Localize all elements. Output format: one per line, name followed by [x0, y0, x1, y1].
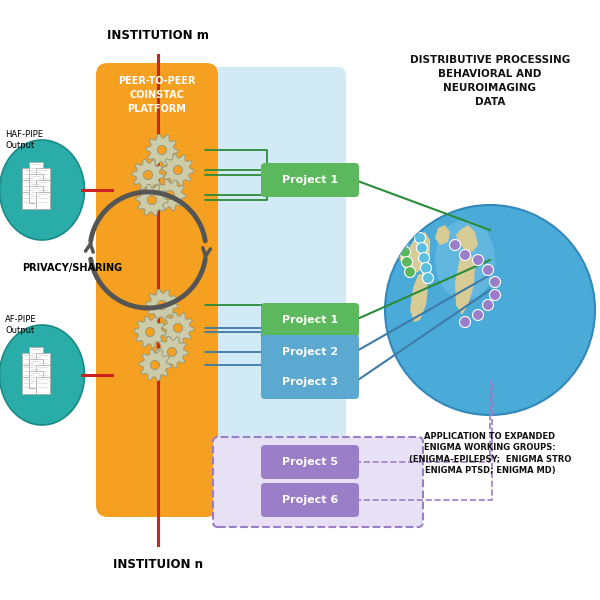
Text: INSTITUION n: INSTITUION n: [113, 558, 203, 571]
Circle shape: [422, 272, 433, 283]
Circle shape: [482, 265, 493, 275]
FancyBboxPatch shape: [190, 67, 346, 513]
Circle shape: [148, 196, 157, 205]
Text: PRIVACY/SHARING: PRIVACY/SHARING: [22, 263, 122, 273]
Circle shape: [157, 301, 167, 310]
FancyBboxPatch shape: [96, 63, 218, 517]
Circle shape: [145, 328, 155, 337]
Circle shape: [167, 347, 176, 356]
Circle shape: [473, 310, 484, 320]
Text: Project 1: Project 1: [282, 315, 338, 325]
Polygon shape: [146, 289, 178, 321]
Circle shape: [400, 247, 410, 257]
Polygon shape: [456, 225, 478, 252]
Circle shape: [404, 266, 415, 277]
Polygon shape: [156, 336, 188, 368]
Circle shape: [421, 263, 431, 274]
FancyBboxPatch shape: [22, 364, 35, 382]
Text: DISTRIBUTIVE PROCESSING
BEHAVIORAL AND
NEUROIMAGING
DATA: DISTRIBUTIVE PROCESSING BEHAVIORAL AND N…: [410, 55, 570, 107]
Polygon shape: [139, 349, 171, 381]
FancyBboxPatch shape: [35, 179, 49, 196]
FancyBboxPatch shape: [22, 377, 35, 394]
Circle shape: [401, 257, 413, 268]
Circle shape: [473, 254, 484, 265]
FancyBboxPatch shape: [29, 370, 43, 388]
Text: Project 2: Project 2: [282, 347, 338, 357]
Circle shape: [490, 277, 500, 287]
FancyBboxPatch shape: [35, 364, 49, 382]
Circle shape: [166, 190, 175, 200]
FancyBboxPatch shape: [261, 303, 359, 337]
FancyBboxPatch shape: [29, 161, 43, 179]
Polygon shape: [146, 134, 178, 166]
Circle shape: [482, 299, 493, 311]
Circle shape: [173, 166, 182, 175]
Text: Project 5: Project 5: [282, 457, 338, 467]
Ellipse shape: [435, 220, 495, 300]
Circle shape: [173, 323, 182, 332]
FancyBboxPatch shape: [22, 191, 35, 208]
Polygon shape: [162, 154, 194, 186]
Circle shape: [151, 361, 160, 370]
FancyBboxPatch shape: [29, 173, 43, 191]
Ellipse shape: [0, 325, 85, 425]
Circle shape: [415, 232, 425, 244]
FancyBboxPatch shape: [261, 163, 359, 197]
Circle shape: [143, 170, 152, 179]
Polygon shape: [398, 232, 430, 275]
Text: AF-PIPE
Output: AF-PIPE Output: [5, 315, 37, 335]
FancyBboxPatch shape: [213, 437, 423, 527]
FancyBboxPatch shape: [35, 167, 49, 185]
FancyBboxPatch shape: [35, 191, 49, 208]
Text: PEER-TO-PEER
COINSTAC
PLATFORM: PEER-TO-PEER COINSTAC PLATFORM: [118, 76, 196, 114]
Text: HAF-PIPE
Output: HAF-PIPE Output: [5, 130, 43, 150]
FancyBboxPatch shape: [22, 167, 35, 185]
Circle shape: [419, 253, 430, 263]
FancyBboxPatch shape: [22, 352, 35, 370]
FancyBboxPatch shape: [261, 483, 359, 517]
Polygon shape: [134, 316, 166, 348]
Polygon shape: [154, 179, 186, 211]
FancyBboxPatch shape: [22, 179, 35, 196]
Polygon shape: [162, 312, 194, 344]
Polygon shape: [435, 225, 450, 245]
Polygon shape: [455, 252, 475, 315]
Polygon shape: [132, 159, 164, 191]
Circle shape: [385, 205, 595, 415]
Circle shape: [460, 317, 470, 328]
FancyBboxPatch shape: [29, 358, 43, 376]
FancyBboxPatch shape: [261, 445, 359, 479]
Ellipse shape: [0, 140, 85, 240]
FancyBboxPatch shape: [35, 352, 49, 370]
Circle shape: [449, 239, 461, 251]
Text: INSTITUTION m: INSTITUTION m: [107, 29, 209, 42]
FancyBboxPatch shape: [35, 377, 49, 394]
Text: Project 1: Project 1: [282, 175, 338, 185]
Circle shape: [460, 250, 470, 260]
Circle shape: [490, 289, 500, 301]
Text: Project 6: Project 6: [282, 495, 338, 505]
Text: APPLICATION TO EXPANDED
ENIGMA WORKING GROUPS:
(ENIGMA-EPILEPSY;  ENIGMA STRO
EN: APPLICATION TO EXPANDED ENIGMA WORKING G…: [409, 432, 571, 475]
Polygon shape: [136, 184, 168, 216]
FancyBboxPatch shape: [261, 365, 359, 399]
FancyBboxPatch shape: [261, 335, 359, 369]
FancyBboxPatch shape: [29, 346, 43, 364]
Polygon shape: [410, 272, 428, 322]
Circle shape: [157, 145, 167, 155]
Text: Project 3: Project 3: [282, 377, 338, 387]
Circle shape: [398, 236, 409, 247]
Circle shape: [416, 242, 427, 253]
FancyBboxPatch shape: [29, 185, 43, 202]
